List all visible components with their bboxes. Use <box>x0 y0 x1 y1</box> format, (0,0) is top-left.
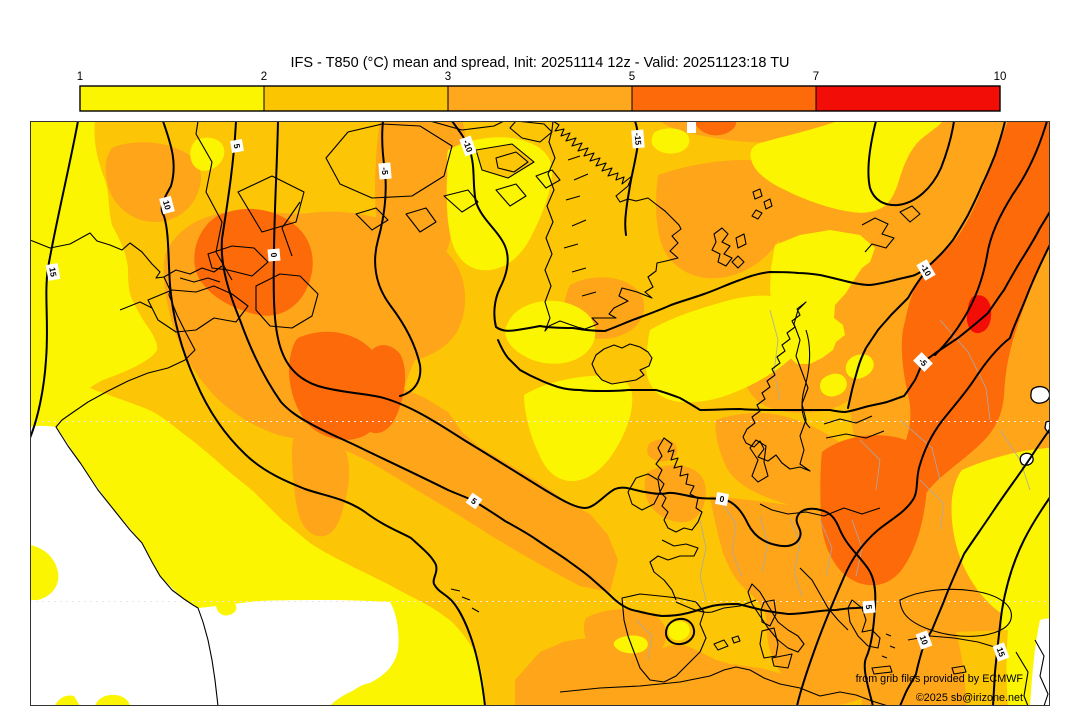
svg-text:10: 10 <box>918 634 931 647</box>
svg-text:1: 1 <box>77 71 83 83</box>
svg-text:7: 7 <box>813 71 819 83</box>
svg-text:-10: -10 <box>461 139 475 154</box>
svg-text:from grib files provided by EC: from grib files provided by ECMWF <box>856 673 1024 685</box>
svg-text:10: 10 <box>994 71 1007 83</box>
svg-text:3: 3 <box>445 71 451 83</box>
svg-text:0: 0 <box>269 252 279 258</box>
svg-text:10: 10 <box>161 199 173 211</box>
svg-text:5: 5 <box>864 604 874 610</box>
svg-text:IFS - T850 (°C) mean and sprea: IFS - T850 (°C) mean and spread, Init: 2… <box>290 55 789 71</box>
svg-text:-15: -15 <box>632 132 643 145</box>
svg-text:©2025 sb@irizone.net: ©2025 sb@irizone.net <box>916 692 1023 704</box>
svg-text:0: 0 <box>719 494 726 505</box>
svg-text:15: 15 <box>995 646 1008 659</box>
svg-text:5: 5 <box>232 143 243 150</box>
svg-text:2: 2 <box>261 71 267 83</box>
svg-text:-5: -5 <box>380 167 391 176</box>
svg-text:5: 5 <box>629 71 635 83</box>
svg-text:15: 15 <box>47 266 59 277</box>
svg-text:5: 5 <box>469 496 479 507</box>
